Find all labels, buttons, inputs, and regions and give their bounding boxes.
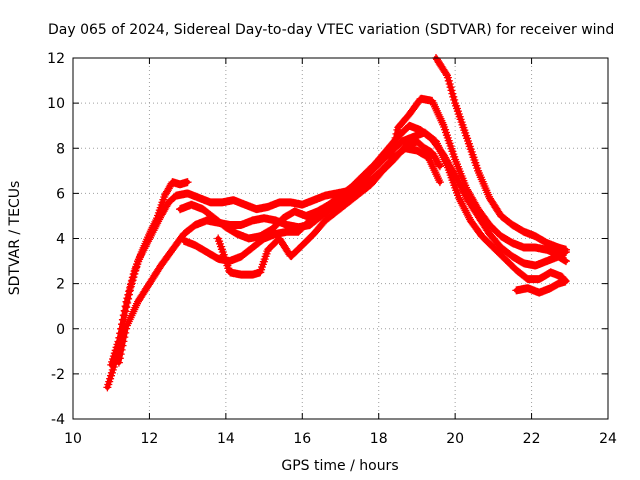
axis-ticks [72, 57, 609, 420]
y-axis-title: SDTVAR / TECUs [7, 181, 23, 296]
x-tick-label: 22 [523, 431, 541, 447]
x-tick-label: 16 [293, 431, 311, 447]
y-tick-label: 0 [56, 322, 65, 338]
series-line [177, 123, 569, 269]
x-tick-label: 20 [446, 431, 464, 447]
series-markers [512, 277, 570, 297]
y-tick-label: 2 [56, 277, 65, 293]
y-tick-label: 12 [47, 51, 65, 67]
x-tick-label: 12 [141, 431, 159, 447]
series-markers [103, 137, 444, 392]
y-tick-labels: -4 -2 0 2 4 6 8 10 12 [47, 51, 65, 428]
series-track-2 [107, 178, 192, 369]
y-tick-label: 8 [56, 141, 65, 157]
series-markers [176, 121, 570, 270]
chart-title: Day 065 of 2024, Sidereal Day-to-day VTE… [48, 22, 614, 38]
x-tick-label: 14 [217, 431, 235, 447]
y-tick-label: -4 [51, 412, 65, 428]
x-axis-title: GPS time / hours [281, 458, 398, 474]
x-tick-label: 24 [599, 431, 617, 447]
grid-lines [73, 58, 608, 419]
x-tick-label: 10 [64, 431, 82, 447]
x-tick-label: 18 [370, 431, 388, 447]
series-markers [107, 178, 192, 369]
y-tick-label: 10 [47, 96, 65, 112]
x-tick-labels: 10 12 14 16 18 20 22 24 [64, 431, 617, 447]
series-track-6 [214, 144, 444, 279]
series-markers [214, 144, 444, 279]
series-line [104, 139, 443, 390]
y-tick-label: 6 [56, 186, 65, 202]
series-group [103, 54, 570, 392]
series-track-8 [512, 277, 570, 297]
y-tick-label: -2 [51, 367, 65, 383]
series-track-4 [176, 121, 570, 270]
series-track-1 [103, 137, 444, 392]
y-tick-label: 4 [56, 232, 65, 248]
